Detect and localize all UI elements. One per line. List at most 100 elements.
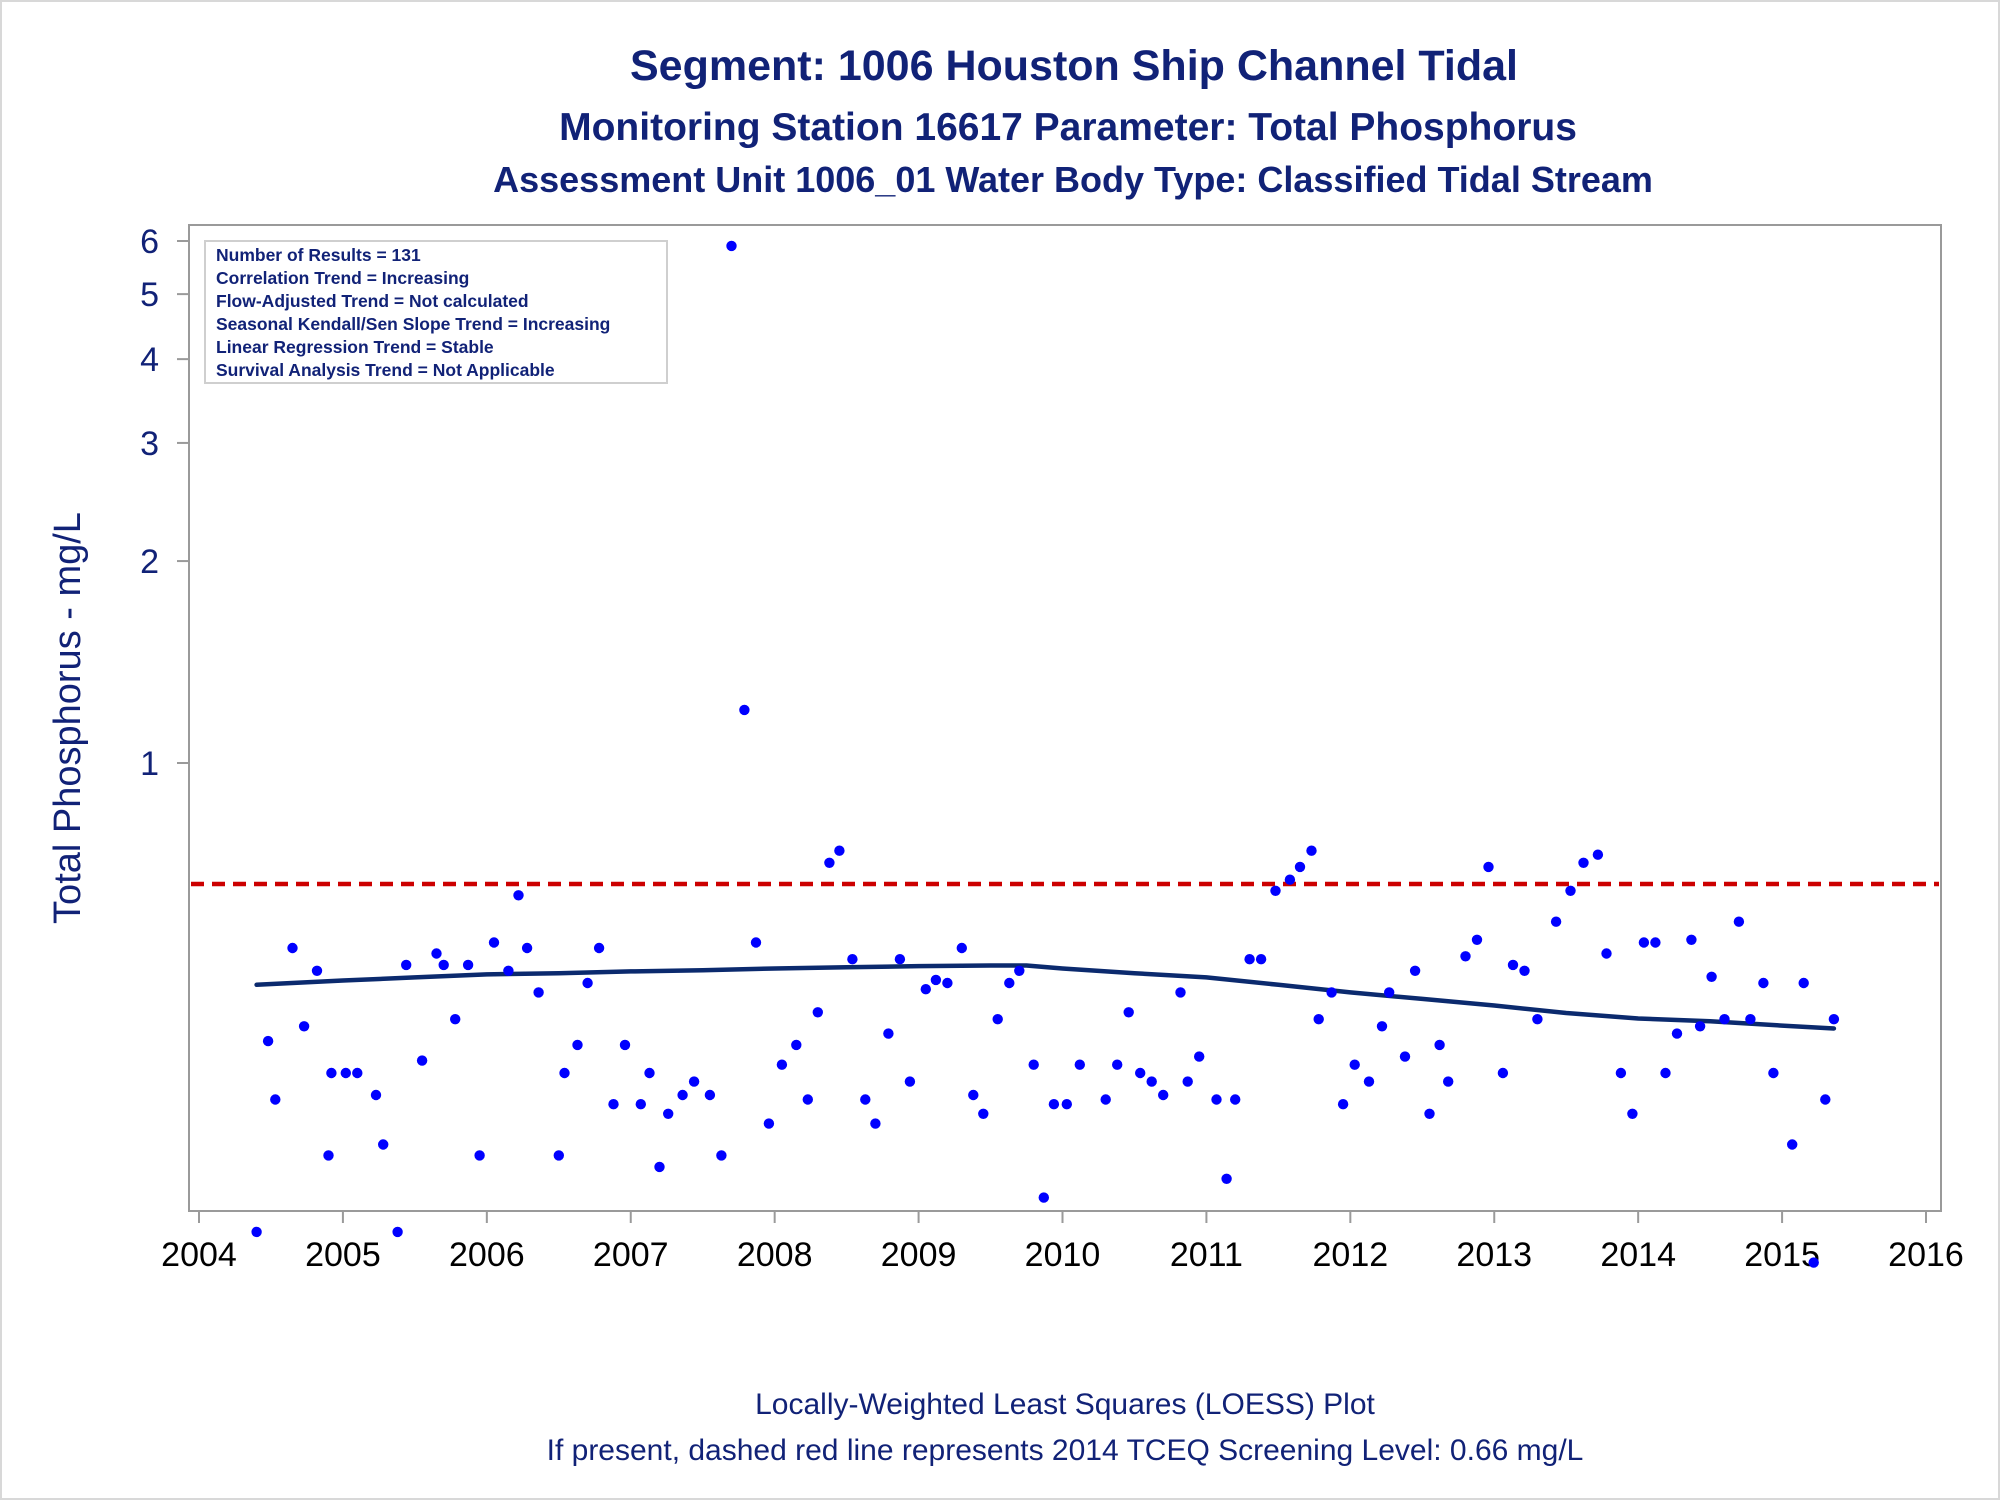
chart-title: Segment: 1006 Houston Ship Channel Tidal (630, 42, 1518, 90)
data-point (883, 1028, 894, 1039)
stats-box-border (204, 240, 668, 384)
data-point (654, 1161, 665, 1173)
data-point (450, 1014, 461, 1025)
data-point (968, 1089, 979, 1101)
data-point (860, 1094, 871, 1105)
plot-area (188, 224, 1942, 1212)
data-point (1706, 971, 1717, 982)
x-tick-label: 2009 (881, 1236, 957, 1274)
data-point (677, 1089, 688, 1101)
data-point (1497, 1067, 1509, 1079)
data-point (474, 1150, 485, 1161)
data-point (416, 1055, 428, 1066)
data-point (834, 845, 845, 856)
data-point (1326, 987, 1337, 998)
data-point (1294, 861, 1306, 873)
data-point (270, 1094, 281, 1105)
stats-line: Flow-Adjusted Trend = Not calculated (216, 291, 529, 311)
data-point (1434, 1039, 1445, 1051)
data-point (1808, 1257, 1819, 1268)
y-tick-label: 3 (140, 425, 159, 463)
data-point (1255, 954, 1267, 965)
x-tick-label: 2011 (1170, 1236, 1243, 1274)
data-point (956, 942, 967, 954)
data-point (1123, 1007, 1134, 1018)
x-tick-label: 2013 (1456, 1236, 1532, 1274)
data-point (1671, 1028, 1683, 1039)
data-point (1376, 1021, 1388, 1032)
data-point (739, 704, 750, 716)
data-point (904, 1076, 916, 1087)
data-point (287, 942, 298, 954)
data-point (533, 987, 544, 998)
data-point (750, 937, 762, 948)
data-point (1424, 1108, 1435, 1120)
data-point (1175, 987, 1186, 998)
data-point (521, 942, 533, 954)
chart-subtitle: Monitoring Station 16617 Parameter: Tota… (559, 106, 1577, 149)
data-point (763, 1118, 775, 1129)
data-point (1028, 1059, 1039, 1070)
data-point (572, 1039, 583, 1051)
data-point (1565, 885, 1576, 896)
data-point (1507, 959, 1519, 971)
y-axis-label: Total Phosphorus - mg/L (47, 512, 89, 924)
data-point (1270, 885, 1281, 896)
y-tick-label: 4 (140, 341, 159, 379)
data-point (1660, 1067, 1671, 1079)
data-point (593, 942, 605, 954)
data-point (1337, 1099, 1349, 1110)
data-point (663, 1108, 674, 1120)
data-point (438, 959, 449, 971)
data-point (1211, 1094, 1222, 1105)
data-point (1483, 861, 1494, 873)
data-point (1194, 1051, 1205, 1062)
data-point (1519, 965, 1530, 976)
stats-line: Survival Analysis Trend = Not Applicable (216, 360, 555, 380)
data-point (1719, 1014, 1730, 1025)
data-point (1221, 1173, 1232, 1185)
data-point (262, 1035, 274, 1047)
data-point (1100, 1094, 1111, 1105)
stats-line: Linear Regression Trend = Stable (216, 337, 494, 357)
x-tick-label: 2016 (1888, 1236, 1964, 1274)
data-point (553, 1150, 564, 1161)
data-point (791, 1039, 802, 1051)
data-point (503, 965, 514, 976)
data-point (688, 1076, 700, 1087)
data-point (298, 1021, 310, 1032)
x-tick-label: 2006 (449, 1236, 525, 1274)
data-point (1112, 1059, 1123, 1070)
chart-subtitle-2: Assessment Unit 1006_01 Water Body Type:… (493, 159, 1653, 200)
x-axis: 2004 2005 2006 2007 2008 2009 2010 2011 2012 2013… (161, 1211, 1964, 1274)
x-tick-label: 2010 (1025, 1236, 1101, 1274)
data-point (1363, 1076, 1375, 1087)
data-point (1158, 1089, 1169, 1101)
data-point (1787, 1139, 1798, 1150)
data-point (942, 977, 953, 989)
data-point (930, 974, 942, 986)
data-point (1146, 1076, 1157, 1087)
data-point (370, 1089, 382, 1101)
data-point (635, 1099, 646, 1110)
data-point (513, 890, 524, 901)
y-tick-label: 2 (140, 543, 159, 581)
data-point (1182, 1076, 1193, 1087)
data-point (1615, 1067, 1627, 1079)
data-point (608, 1099, 619, 1110)
data-point (1532, 1014, 1543, 1025)
data-point (1244, 954, 1255, 965)
data-point (431, 948, 442, 959)
data-point (1694, 1021, 1706, 1032)
data-point (1758, 977, 1769, 989)
data-point (812, 1007, 823, 1018)
data-point (401, 959, 412, 971)
data-point (1733, 916, 1745, 927)
data-point (1014, 965, 1025, 976)
data-point (1399, 1051, 1411, 1062)
data-point (1135, 1067, 1146, 1079)
data-point (619, 1039, 631, 1051)
x-tick-label: 2008 (737, 1236, 813, 1274)
data-point (1313, 1014, 1324, 1025)
